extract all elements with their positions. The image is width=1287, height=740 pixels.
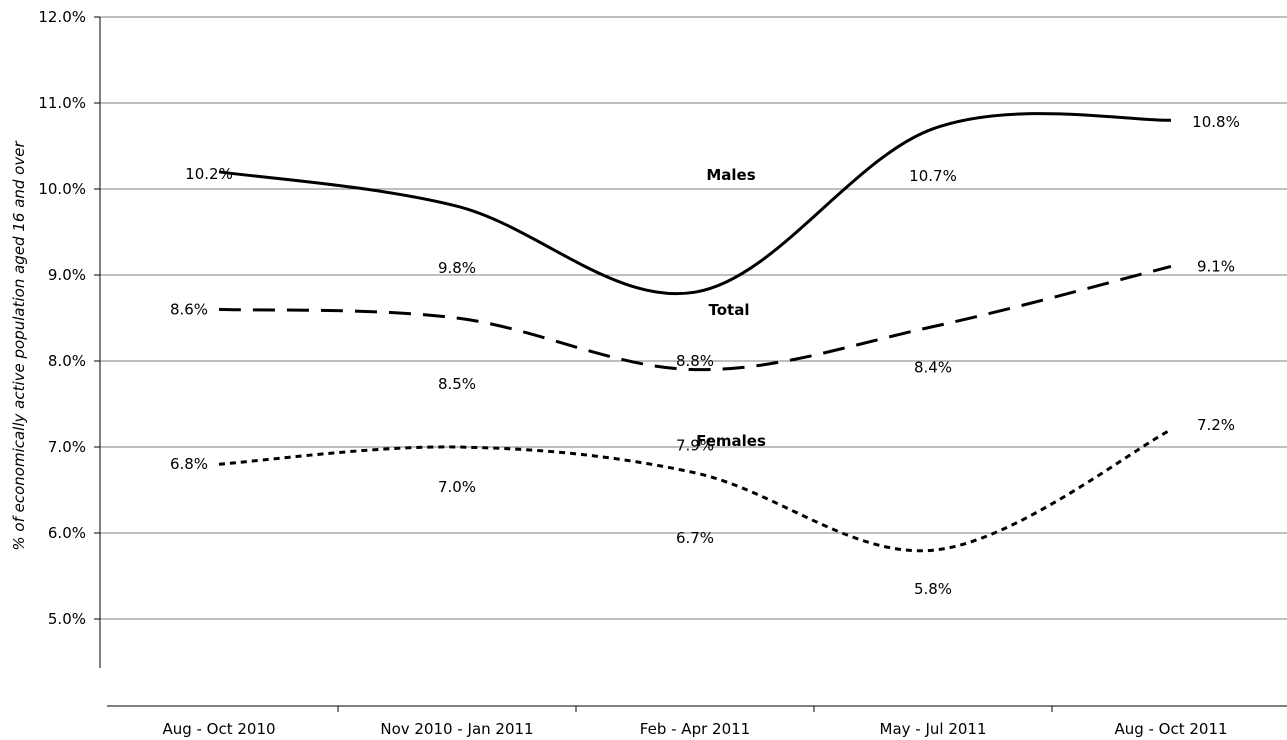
y-tick-label: 6.0% bbox=[48, 524, 86, 542]
x-tick-label: Feb - Apr 2011 bbox=[640, 720, 750, 738]
gridlines bbox=[100, 16, 1287, 620]
series-line-total bbox=[218, 264, 1172, 372]
y-tick-label: 9.0% bbox=[48, 266, 86, 284]
data-label: 8.4% bbox=[914, 359, 952, 377]
data-label: 6.7% bbox=[676, 529, 714, 547]
series-name-males: Males bbox=[706, 166, 755, 184]
x-tick-label: Aug - Oct 2011 bbox=[1114, 720, 1227, 738]
data-label: 8.5% bbox=[438, 375, 476, 393]
y-tick-label: 7.0% bbox=[48, 438, 86, 456]
data-label: 9.8% bbox=[438, 259, 476, 277]
y-tick-label: 10.0% bbox=[38, 180, 86, 198]
data-label: 8.8% bbox=[676, 352, 714, 370]
data-label: 5.8% bbox=[914, 580, 952, 598]
y-axis-title: % of economically active population aged… bbox=[10, 141, 28, 551]
x-tick-label: May - Jul 2011 bbox=[880, 720, 987, 738]
axes bbox=[94, 16, 1287, 712]
series-line-females bbox=[218, 428, 1172, 553]
series-line-males bbox=[218, 112, 1172, 296]
data-labels: 10.2% 9.8% 8.8% 10.7% 10.8% Males 8.6% 8.5% 7.9%… bbox=[170, 113, 1240, 598]
data-label: 7.2% bbox=[1197, 416, 1235, 434]
series-name-total: Total bbox=[709, 301, 750, 319]
x-tick-label: Aug - Oct 2010 bbox=[162, 720, 275, 738]
data-label: 9.1% bbox=[1197, 257, 1235, 275]
data-label: 7.9% bbox=[676, 437, 714, 455]
data-label: 10.2% bbox=[185, 165, 233, 183]
series-name-females: Females bbox=[696, 432, 766, 450]
data-label: 10.7% bbox=[909, 167, 957, 185]
tick-labels: 5.0% 6.0% 7.0% 8.0% 9.0% 10.0% 11.0% 12.0% Aug -… bbox=[38, 8, 1227, 738]
y-tick-label: 12.0% bbox=[38, 8, 86, 26]
data-label: 8.6% bbox=[170, 300, 208, 318]
x-tick-label: Nov 2010 - Jan 2011 bbox=[380, 720, 533, 738]
series-lines bbox=[218, 112, 1172, 553]
data-label: 10.8% bbox=[1192, 113, 1240, 131]
y-tick-label: 8.0% bbox=[48, 352, 86, 370]
data-label: 7.0% bbox=[438, 478, 476, 496]
data-label: 6.8% bbox=[170, 455, 208, 473]
y-tick-label: 5.0% bbox=[48, 610, 86, 628]
y-tick-label: 11.0% bbox=[38, 94, 86, 112]
